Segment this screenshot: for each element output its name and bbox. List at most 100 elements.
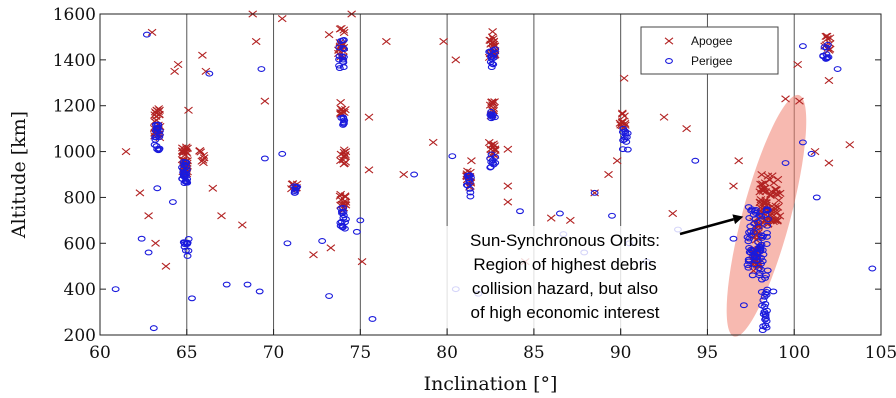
perigee-point bbox=[338, 222, 347, 229]
perigee-point bbox=[153, 185, 162, 192]
apogee-point bbox=[201, 67, 211, 75]
legend-x-mark bbox=[664, 37, 674, 45]
perigee-point bbox=[619, 137, 628, 144]
perigee-point bbox=[466, 193, 475, 200]
perigee-point bbox=[833, 66, 842, 72]
perigee-point bbox=[745, 235, 754, 242]
perigee-point bbox=[183, 176, 192, 183]
apogee-point bbox=[151, 239, 160, 247]
apogee-point bbox=[487, 98, 496, 106]
apogee-point bbox=[428, 138, 438, 147]
apogee-point bbox=[755, 188, 765, 196]
perigee-point bbox=[448, 153, 457, 160]
apogee-point bbox=[793, 60, 803, 69]
perigee-point bbox=[757, 241, 766, 248]
apogee-point bbox=[340, 152, 350, 160]
apogee-point bbox=[178, 147, 188, 156]
apogee-point bbox=[195, 147, 204, 155]
perigee-point bbox=[339, 120, 348, 127]
apogee-point bbox=[781, 95, 790, 103]
perigee-point bbox=[744, 238, 753, 245]
apogee-point bbox=[824, 76, 834, 85]
perigee-point bbox=[183, 253, 192, 259]
perigee-point bbox=[820, 44, 829, 51]
perigee-point bbox=[819, 52, 828, 59]
apogee-point bbox=[135, 189, 145, 197]
apogee-point bbox=[612, 157, 622, 165]
perigee-point bbox=[465, 179, 474, 186]
perigee-point bbox=[762, 324, 771, 331]
apogee-point bbox=[565, 216, 575, 224]
perigee-point bbox=[318, 238, 327, 244]
apogee-point bbox=[682, 125, 691, 133]
perigee-point bbox=[488, 114, 497, 120]
apogee-point bbox=[668, 209, 678, 218]
legend-label-perigee: Perigee bbox=[691, 54, 733, 68]
perigee-point bbox=[555, 210, 564, 217]
perigee-point bbox=[755, 212, 764, 219]
apogee-point bbox=[341, 106, 350, 114]
apogee-point bbox=[490, 142, 499, 150]
apogee-point bbox=[617, 119, 627, 127]
y-axis-label: Altitude [km] bbox=[8, 111, 30, 239]
apogee-point bbox=[451, 56, 461, 64]
perigee-point bbox=[763, 233, 771, 240]
perigee-point bbox=[487, 53, 496, 60]
perigee-point bbox=[744, 204, 753, 210]
apogee-point bbox=[845, 141, 855, 149]
perigee-point bbox=[339, 59, 348, 66]
annotation-arrow bbox=[679, 218, 735, 236]
plot-frame bbox=[99, 13, 882, 336]
perigee-point bbox=[205, 70, 214, 77]
legend-box bbox=[640, 26, 779, 75]
apogee-point bbox=[439, 37, 448, 46]
apogee-point bbox=[336, 196, 346, 204]
apogee-point bbox=[336, 98, 345, 107]
apogee-point bbox=[326, 244, 336, 252]
perigee-point bbox=[762, 206, 771, 213]
apogee-point bbox=[489, 104, 499, 113]
perigee-point bbox=[763, 222, 772, 229]
perigee-point bbox=[744, 256, 753, 263]
apogee-point bbox=[335, 25, 345, 33]
y-tick-label: 600 bbox=[64, 234, 96, 254]
perigee-point bbox=[761, 300, 770, 307]
apogee-point bbox=[237, 221, 247, 229]
apogee-point bbox=[659, 113, 669, 121]
annotation-line-3: collision hazard, but also bbox=[472, 279, 658, 298]
apogee-point bbox=[824, 46, 834, 54]
perigee-point bbox=[155, 127, 164, 134]
perigee-point bbox=[750, 207, 759, 214]
perigee-point bbox=[465, 185, 474, 192]
perigee-point bbox=[278, 150, 287, 157]
perigee-point bbox=[623, 146, 632, 153]
apogee-point bbox=[340, 192, 350, 200]
perigee-point bbox=[352, 228, 361, 235]
perigee-point bbox=[179, 166, 188, 173]
y-tick-label: 1200 bbox=[53, 97, 96, 117]
apogee-point bbox=[734, 157, 744, 165]
perigee-point bbox=[144, 249, 153, 256]
perigee-point bbox=[257, 66, 266, 72]
perigee-point bbox=[749, 211, 758, 218]
perigee-point bbox=[255, 288, 264, 295]
y-tick-label: 1600 bbox=[53, 5, 96, 25]
apogee-point bbox=[503, 145, 513, 153]
apogee-point bbox=[336, 156, 345, 165]
perigee-point bbox=[590, 189, 599, 196]
apogee-point bbox=[795, 97, 804, 105]
annotation-background bbox=[437, 226, 692, 328]
y-tick-label: 800 bbox=[64, 188, 96, 208]
apogee-point bbox=[309, 251, 318, 259]
perigee-point bbox=[149, 325, 158, 332]
perigee-point bbox=[798, 139, 807, 146]
perigee-point bbox=[739, 302, 748, 309]
apogee-point bbox=[208, 184, 218, 192]
apogee-point bbox=[198, 156, 208, 164]
perigee-point bbox=[760, 293, 769, 300]
perigee-point bbox=[340, 46, 349, 52]
apogee-point bbox=[341, 201, 351, 209]
perigee-point bbox=[339, 209, 348, 216]
apogee-point bbox=[773, 216, 782, 224]
